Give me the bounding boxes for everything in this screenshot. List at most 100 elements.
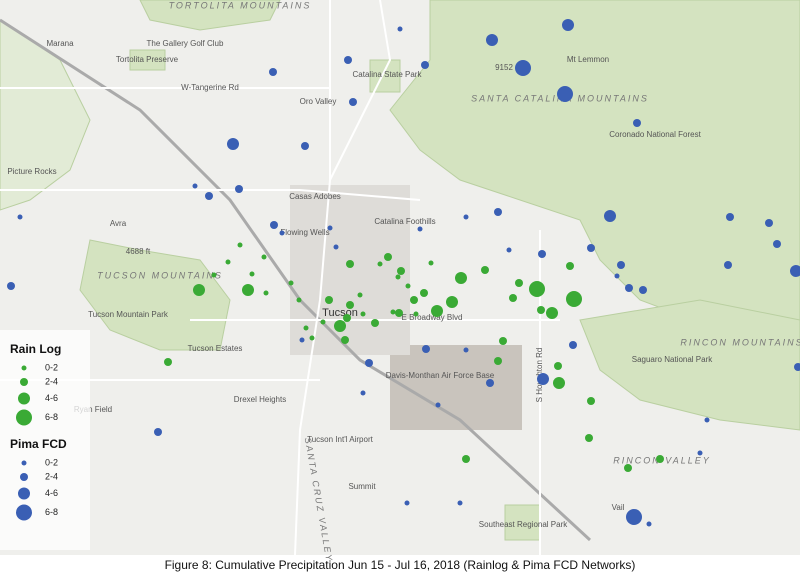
station-dot	[333, 244, 339, 250]
station-dot	[457, 500, 463, 506]
station-dot	[494, 208, 502, 216]
station-dot	[7, 282, 15, 290]
station-dot	[624, 464, 632, 472]
station-dot	[377, 261, 383, 267]
station-dot	[794, 363, 800, 371]
station-dot	[346, 260, 354, 268]
station-dot	[646, 521, 652, 527]
station-dot	[463, 347, 469, 353]
station-dot	[341, 336, 349, 344]
station-dot	[566, 291, 582, 307]
station-dot	[537, 373, 549, 385]
station-dot	[529, 281, 545, 297]
station-dot	[270, 221, 278, 229]
station-dot	[303, 325, 309, 331]
legend-swatch	[18, 392, 30, 405]
station-dot	[639, 286, 647, 294]
station-dot	[249, 271, 255, 277]
station-dot	[546, 307, 558, 319]
terrain	[0, 0, 800, 541]
station-dot	[773, 240, 781, 248]
place-label: Tortolita Preserve	[116, 55, 179, 64]
station-dot	[587, 244, 595, 252]
place-label: Mt Lemmon	[567, 55, 609, 64]
legend: Rain Log 0-2 2-4 4-6 6-8 Pima FCD 0-2 2-4 4-6 6-8	[10, 342, 67, 521]
station-dot	[421, 61, 429, 69]
urban-core	[290, 185, 410, 355]
station-dot	[790, 265, 800, 277]
legend-label: 2-4	[45, 471, 58, 481]
station-dot	[481, 266, 489, 274]
legend-label: 6-8	[45, 507, 58, 517]
station-dot	[390, 309, 396, 315]
station-dot	[397, 267, 405, 275]
place-label: Southeast Regional Park	[479, 520, 569, 529]
station-dot	[349, 98, 357, 106]
station-dot	[463, 214, 469, 220]
station-dot	[509, 294, 517, 302]
station-dot	[617, 261, 625, 269]
station-dot	[537, 306, 545, 314]
station-dot	[553, 377, 565, 389]
station-dot	[506, 247, 512, 253]
station-dot	[154, 428, 162, 436]
station-dot	[704, 417, 710, 423]
station-dot	[263, 290, 269, 296]
station-dot	[494, 357, 502, 365]
station-dot	[296, 297, 302, 303]
place-label: Tucson Estates	[188, 344, 243, 353]
station-dot	[538, 250, 546, 258]
station-dot	[205, 192, 213, 200]
station-dot	[455, 272, 467, 284]
place-label: E Broadway Blvd	[402, 313, 463, 322]
station-dot	[422, 345, 430, 353]
place-label: Davis-Monthan Air Force Base	[386, 371, 495, 380]
station-dot	[462, 455, 470, 463]
station-dot	[360, 311, 366, 317]
station-dot	[410, 296, 418, 304]
legend-label: 4-6	[45, 393, 58, 403]
station-dot	[404, 500, 410, 506]
station-dot	[446, 296, 458, 308]
station-dot	[301, 142, 309, 150]
legend-swatch	[20, 473, 28, 481]
legend-swatch	[16, 504, 32, 521]
station-dot	[515, 60, 531, 76]
station-dot	[395, 274, 401, 280]
place-label: Coronado National Forest	[609, 130, 701, 139]
legend-title: Rain Log	[10, 342, 61, 356]
legend-label: 2-4	[45, 376, 58, 386]
legend-swatch	[21, 460, 27, 466]
place-label: Catalina State Park	[353, 70, 423, 79]
place-label: The Gallery Golf Club	[147, 39, 224, 48]
legend-swatch	[21, 365, 27, 371]
station-dot	[417, 226, 423, 232]
place-label: TUCSON MOUNTAINS	[97, 270, 223, 280]
place-label: Marana	[46, 39, 74, 48]
place-label: Summit	[348, 482, 376, 491]
station-dot	[279, 230, 285, 236]
station-dot	[227, 138, 239, 150]
station-dot	[325, 296, 333, 304]
station-dot	[164, 358, 172, 366]
place-label: Tucson Mountain Park	[88, 310, 169, 319]
place-label: Vail	[612, 503, 625, 512]
station-dot	[334, 320, 346, 332]
station-dot	[192, 183, 198, 189]
station-dot	[237, 242, 243, 248]
place-label: Catalina Foothills	[374, 217, 435, 226]
station-dot	[626, 509, 642, 525]
station-dot	[413, 311, 419, 317]
legend-swatch	[16, 409, 32, 426]
station-dot	[604, 210, 616, 222]
place-label: W-Tangerine Rd	[181, 83, 239, 92]
station-dot	[405, 283, 411, 289]
station-dot	[656, 455, 664, 463]
station-dot	[420, 289, 428, 297]
station-dot	[235, 185, 243, 193]
place-label: 4688 ft	[126, 247, 151, 256]
place-label: Tucson Int'l Airport	[307, 435, 373, 444]
station-dot	[320, 319, 326, 325]
station-dot	[357, 292, 363, 298]
